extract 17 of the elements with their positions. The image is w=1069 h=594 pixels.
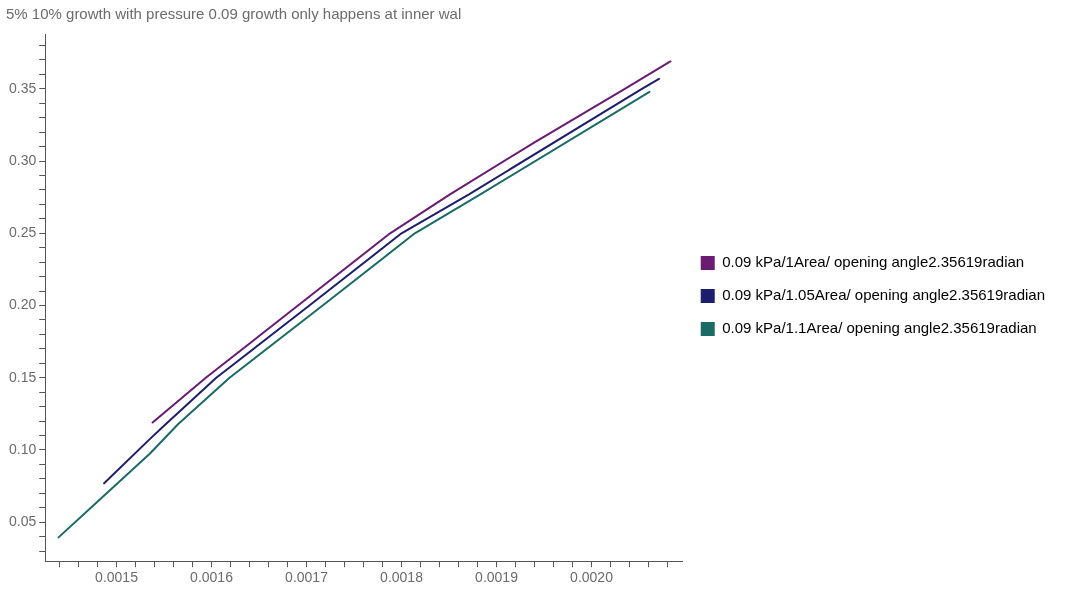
x-tick-label: 0.0018 <box>380 569 424 586</box>
x-tick-label: 0.0020 <box>570 569 614 586</box>
y-tick-label: 0.15 <box>9 368 37 385</box>
legend-label: 0.09 kPa/1.1Area/ opening angle2.35619radian <box>722 319 1037 337</box>
y-tick-label: 0.30 <box>9 151 37 168</box>
y-tick-label: 0.35 <box>9 79 37 96</box>
x-tick-label: 0.0016 <box>190 569 234 586</box>
legend-label: 0.09 kPa/1.05Area/ opening angle2.35619radian <box>722 286 1045 304</box>
legend-label: 0.09 kPa/1Area/ opening angle2.35619radian <box>722 253 1025 271</box>
y-tick-label: 0.20 <box>9 296 37 313</box>
x-tick-label: 0.0019 <box>475 569 519 586</box>
y-tick-label: 0.25 <box>9 224 37 241</box>
x-tick-label: 0.0015 <box>95 569 139 586</box>
y-tick-label: 0.10 <box>9 440 37 457</box>
chart-title: 5% 10% growth with pressure 0.09 growth only happens at inner wal <box>6 5 462 23</box>
y-tick-label: 0.05 <box>9 513 37 530</box>
x-tick-label: 0.0017 <box>285 569 329 586</box>
